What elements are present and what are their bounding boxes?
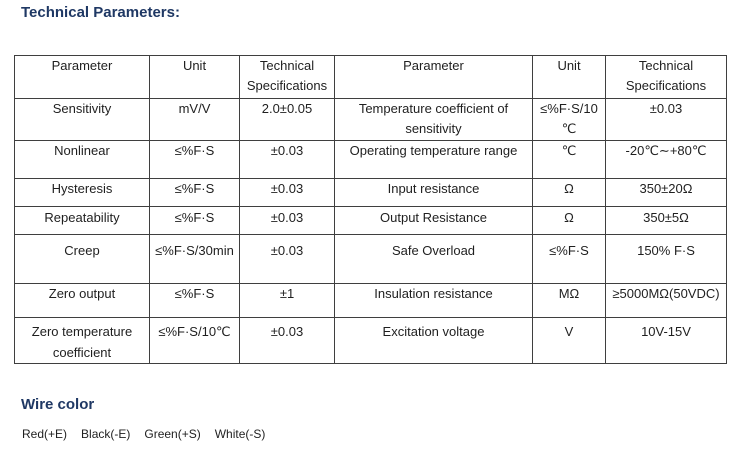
header-cell: Unit xyxy=(149,55,240,99)
table-cell: ℃ xyxy=(532,140,606,179)
wire-color-list: Red(+E) Black(-E) Green(+S) White(-S) xyxy=(22,426,265,442)
table-cell: ≤%F·S/30min xyxy=(149,234,240,284)
table-cell: 150% F·S xyxy=(605,234,727,284)
header-cell: Unit xyxy=(532,55,606,99)
table-cell: Zero temperature coefficient xyxy=(14,317,150,364)
table-row: Zero temperature coefficient ≤%F·S/10℃ ±0.… xyxy=(14,317,727,364)
table-cell: Repeatability xyxy=(14,206,150,235)
table-cell: Creep xyxy=(14,234,150,284)
table-cell: ≤%F·S xyxy=(149,178,240,207)
table-row: Hysteresis ≤%F·S ±0.03 Input resistance Ω 350… xyxy=(14,178,727,207)
table-cell: Temperature coefficient of sensitivity xyxy=(334,98,533,141)
table-row: Repeatability ≤%F·S ±0.03 Output Resistance… xyxy=(14,206,727,235)
table-cell: Excitation voltage xyxy=(334,317,533,364)
table-cell: Hysteresis xyxy=(14,178,150,207)
table-cell: V xyxy=(532,317,606,364)
table-cell: Ω xyxy=(532,206,606,235)
wire-color-item: White(-S) xyxy=(214,427,266,441)
header-cell: Parameter xyxy=(14,55,150,99)
table-row: Nonlinear ≤%F·S ±0.03 Operating temperature… xyxy=(14,140,727,179)
table-cell: Ω xyxy=(532,178,606,207)
table-cell: Operating temperature range xyxy=(334,140,533,179)
table-cell: -20℃∼+80℃ xyxy=(605,140,727,179)
table-cell: ±0.03 xyxy=(239,178,335,207)
table-cell: ≥5000MΩ(50VDC) xyxy=(605,283,727,318)
wire-color-item: Red(+E) xyxy=(22,427,68,441)
header-cell: Technical Specifications xyxy=(239,55,335,99)
table-cell: ±0.03 xyxy=(239,140,335,179)
table-cell: ±0.03 xyxy=(239,317,335,364)
table-cell: ≤%F·S/10℃ xyxy=(149,317,240,364)
table-cell: Zero output xyxy=(14,283,150,318)
table-row: Creep ≤%F·S/30min ±0.03 Safe Overload ≤%F·S 1… xyxy=(14,234,727,284)
header-cell: Technical Specifications xyxy=(605,55,727,99)
table-cell: ≤%F·S xyxy=(532,234,606,284)
table-cell: 10V-15V xyxy=(605,317,727,364)
table-cell: MΩ xyxy=(532,283,606,318)
table-cell: Output Resistance xyxy=(334,206,533,235)
table-row: Sensitivity mV/V 2.0±0.05 Temperature coeff… xyxy=(14,98,727,141)
table-cell: mV/V xyxy=(149,98,240,141)
wire-color-item: Black(-E) xyxy=(81,427,131,441)
page-title: Technical Parameters: xyxy=(21,4,180,21)
table-cell: 350±5Ω xyxy=(605,206,727,235)
wire-color-item: Green(+S) xyxy=(144,427,201,441)
table-cell: ≤%F·S xyxy=(149,140,240,179)
header-cell: Parameter xyxy=(334,55,533,99)
technical-parameters-table: Parameter Unit Technical Specifications Par… xyxy=(14,55,727,364)
table-row: Zero output ≤%F·S ±1 Insulation resistance M… xyxy=(14,283,727,318)
table-body: Parameter Unit Technical Specifications Par… xyxy=(14,55,727,364)
table-cell: ±0.03 xyxy=(239,234,335,284)
table-cell: Insulation resistance xyxy=(334,283,533,318)
wire-color-heading: Wire color xyxy=(21,396,95,413)
table-cell: Nonlinear xyxy=(14,140,150,179)
table-cell: ≤%F·S xyxy=(149,206,240,235)
table-cell: ±0.03 xyxy=(605,98,727,141)
table-cell: ±1 xyxy=(239,283,335,318)
table-cell: Input resistance xyxy=(334,178,533,207)
table-header-row: Parameter Unit Technical Specifications Par… xyxy=(14,55,727,99)
table-cell: Safe Overload xyxy=(334,234,533,284)
table-cell: ≤%F·S xyxy=(149,283,240,318)
table-cell: ±0.03 xyxy=(239,206,335,235)
table-cell: ≤%F·S/10 ℃ xyxy=(532,98,606,141)
table-cell: Sensitivity xyxy=(14,98,150,141)
table-cell: 2.0±0.05 xyxy=(239,98,335,141)
table-cell: 350±20Ω xyxy=(605,178,727,207)
